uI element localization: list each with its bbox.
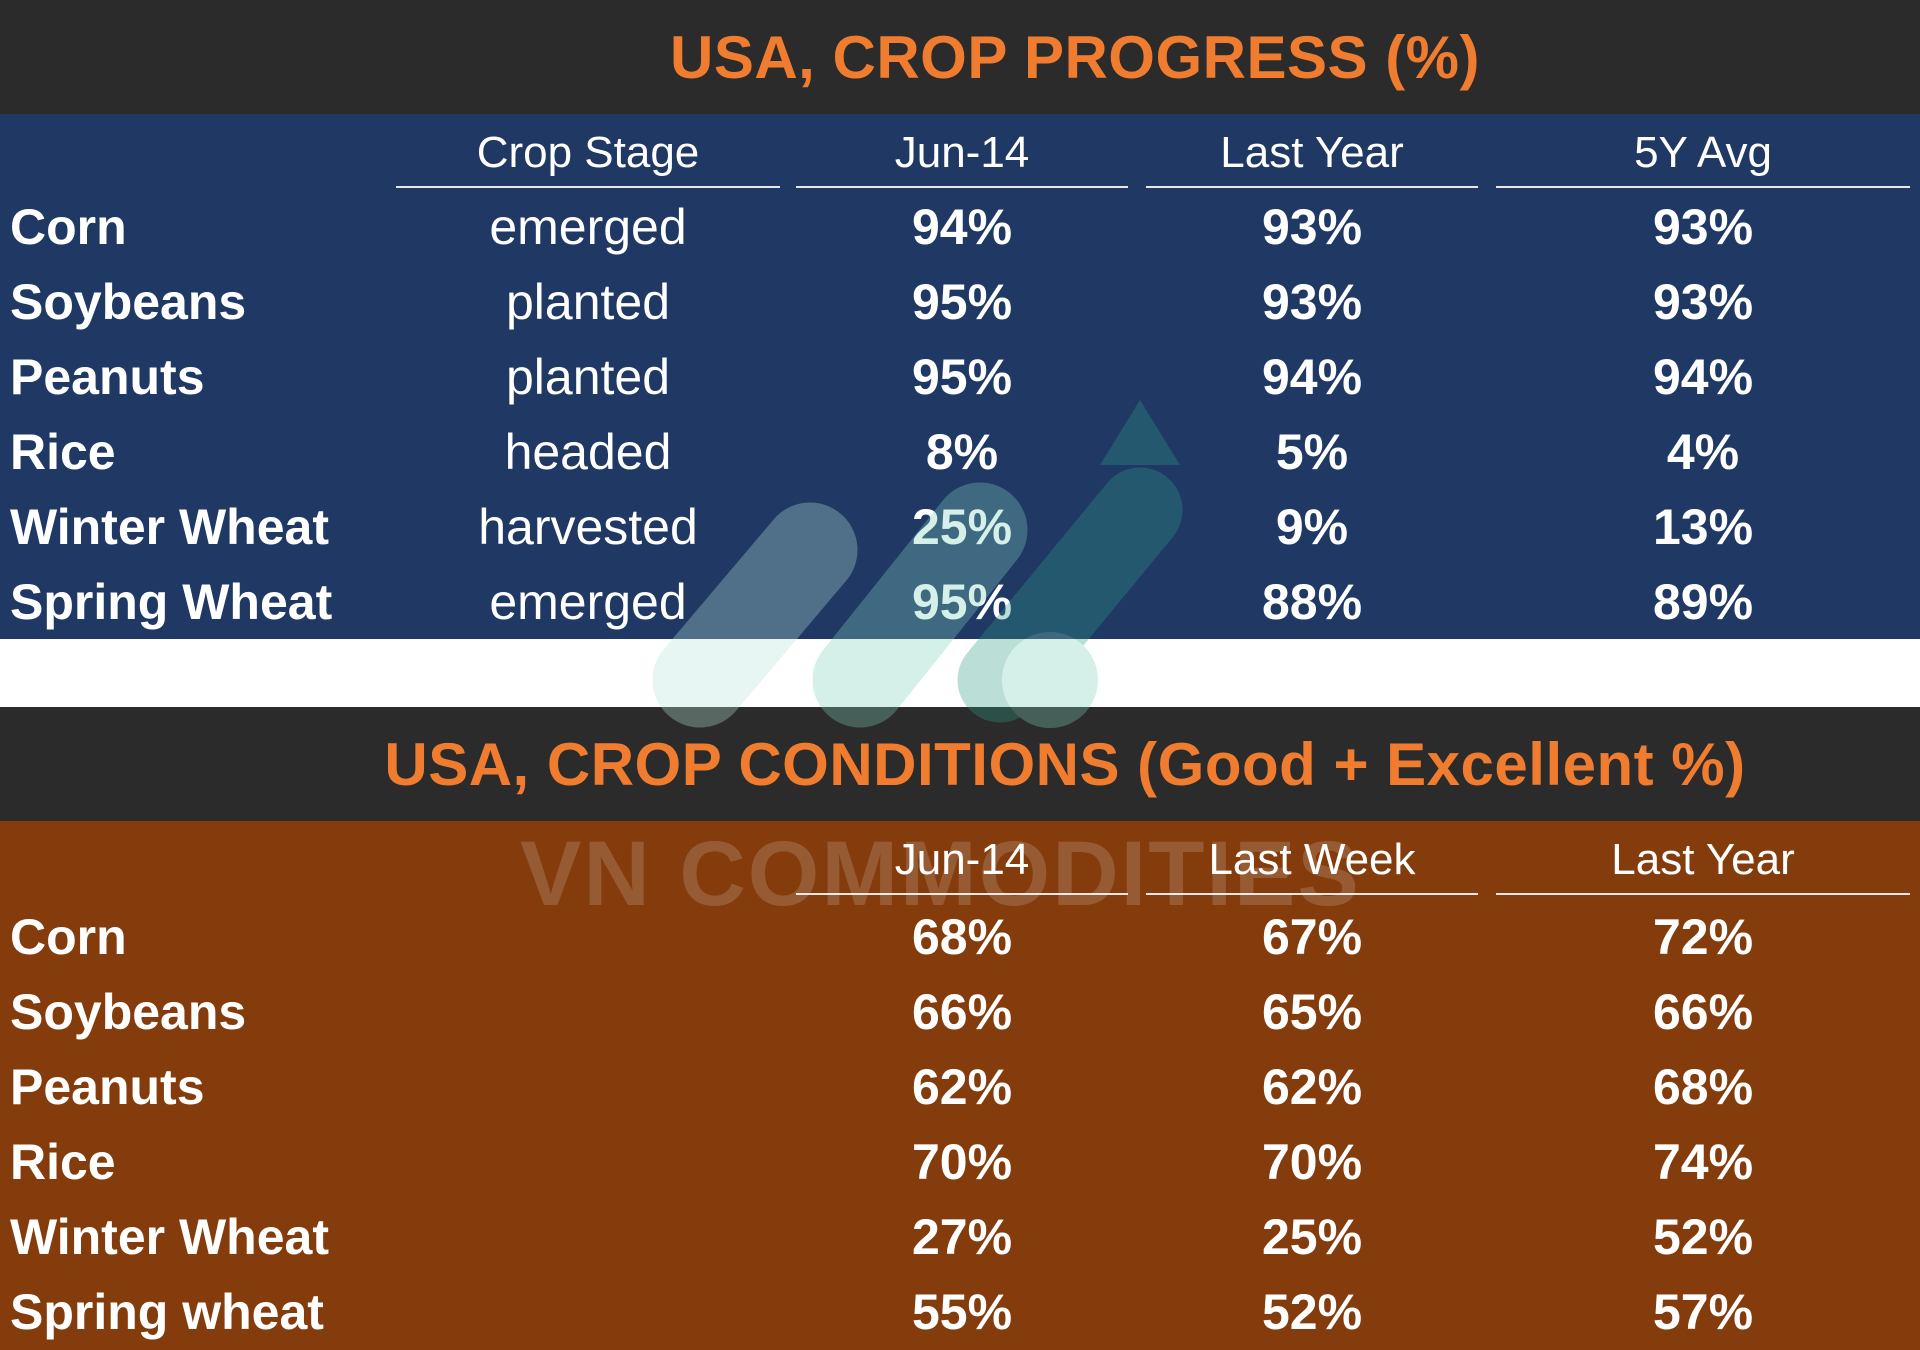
table-row: Peanuts planted 95% 94% 94% xyxy=(0,340,1920,415)
crop-stage: emerged xyxy=(489,574,687,630)
table-row: Corn 68% 67% 72% xyxy=(0,900,1920,975)
progress-last-year-value: 93% xyxy=(1261,199,1363,255)
progress-current-value: 95% xyxy=(911,574,1013,630)
conditions-last-year-value: 57% xyxy=(1652,1284,1754,1340)
crop-name: Spring wheat xyxy=(10,1284,324,1340)
crop-stage: harvested xyxy=(478,499,698,555)
crop-stage: emerged xyxy=(489,199,687,255)
conditions-last-week-value: 62% xyxy=(1261,1059,1363,1115)
conditions-current-value: 70% xyxy=(911,1134,1013,1190)
conditions-last-year-value: 52% xyxy=(1652,1209,1754,1265)
progress-header-5y-avg: 5Y Avg xyxy=(1496,128,1910,188)
progress-table-body: Crop Stage Jun-14 Last Year 5Y Avg Corn … xyxy=(0,114,1920,639)
progress-current-value: 95% xyxy=(911,274,1013,330)
table-row: Spring Wheat emerged 95% 88% 89% xyxy=(0,565,1920,640)
conditions-last-year-value: 74% xyxy=(1652,1134,1754,1190)
table-row: Spring wheat 55% 52% 57% xyxy=(0,1275,1920,1350)
progress-5y-avg-value: 13% xyxy=(1652,499,1754,555)
conditions-current-value: 62% xyxy=(911,1059,1013,1115)
table-row: Rice 70% 70% 74% xyxy=(0,1125,1920,1200)
conditions-last-week-value: 25% xyxy=(1261,1209,1363,1265)
progress-last-year-value: 9% xyxy=(1275,499,1349,555)
progress-last-year-value: 93% xyxy=(1261,274,1363,330)
crop-stage: planted xyxy=(505,274,671,330)
conditions-last-week-value: 52% xyxy=(1261,1284,1363,1340)
conditions-current-value: 55% xyxy=(911,1284,1013,1340)
crop-progress-table: USA, CROP PROGRESS (%) Crop Stage Jun-14… xyxy=(0,0,1920,639)
progress-5y-avg-value: 94% xyxy=(1652,349,1754,405)
progress-last-year-value: 5% xyxy=(1275,424,1349,480)
progress-5y-avg-value: 93% xyxy=(1652,274,1754,330)
crop-stage: headed xyxy=(504,424,672,480)
table-row: Soybeans planted 95% 93% 93% xyxy=(0,265,1920,340)
crop-name: Soybeans xyxy=(10,274,247,330)
progress-5y-avg-value: 93% xyxy=(1652,199,1754,255)
crop-name: Soybeans xyxy=(10,984,247,1040)
conditions-last-week-value: 65% xyxy=(1261,984,1363,1040)
crop-name: Peanuts xyxy=(10,1059,205,1115)
conditions-title: USA, CROP CONDITIONS (Good + Excellent %… xyxy=(384,730,1746,798)
conditions-header-current: Jun-14 xyxy=(796,835,1128,895)
conditions-title-bar: USA, CROP CONDITIONS (Good + Excellent %… xyxy=(0,707,1920,821)
conditions-header-last-week: Last Week xyxy=(1146,835,1478,895)
crop-name: Rice xyxy=(10,424,116,480)
progress-current-value: 95% xyxy=(911,349,1013,405)
progress-current-value: 94% xyxy=(911,199,1013,255)
table-row: Rice headed 8% 5% 4% xyxy=(0,415,1920,490)
table-row: Soybeans 66% 65% 66% xyxy=(0,975,1920,1050)
progress-current-value: 8% xyxy=(925,424,999,480)
progress-last-year-value: 88% xyxy=(1261,574,1363,630)
crop-name: Spring Wheat xyxy=(10,574,333,630)
table-row: Peanuts 62% 62% 68% xyxy=(0,1050,1920,1125)
crop-name: Corn xyxy=(10,909,127,965)
conditions-last-year-value: 72% xyxy=(1652,909,1754,965)
crop-name: Corn xyxy=(10,199,127,255)
progress-header-last-year: Last Year xyxy=(1146,128,1478,188)
conditions-last-week-value: 70% xyxy=(1261,1134,1363,1190)
crop-name: Peanuts xyxy=(10,349,205,405)
progress-5y-avg-value: 89% xyxy=(1652,574,1754,630)
progress-last-year-value: 94% xyxy=(1261,349,1363,405)
progress-header-current: Jun-14 xyxy=(796,128,1128,188)
conditions-last-week-value: 67% xyxy=(1261,909,1363,965)
crop-conditions-table: USA, CROP CONDITIONS (Good + Excellent %… xyxy=(0,707,1920,1350)
table-row: Winter Wheat harvested 25% 9% 13% xyxy=(0,490,1920,565)
conditions-last-year-value: 68% xyxy=(1652,1059,1754,1115)
progress-5y-avg-value: 4% xyxy=(1666,424,1740,480)
table-row: Winter Wheat 27% 25% 52% xyxy=(0,1200,1920,1275)
conditions-table-body: Jun-14 Last Week Last Year Corn 68% 67% … xyxy=(0,821,1920,1350)
conditions-current-value: 68% xyxy=(911,909,1013,965)
conditions-current-value: 27% xyxy=(911,1209,1013,1265)
crop-name: Rice xyxy=(10,1134,116,1190)
progress-title-bar: USA, CROP PROGRESS (%) xyxy=(0,0,1920,114)
progress-header-crop-stage: Crop Stage xyxy=(396,128,780,188)
progress-title: USA, CROP PROGRESS (%) xyxy=(669,23,1480,91)
progress-current-value: 25% xyxy=(911,499,1013,555)
crop-stage: planted xyxy=(505,349,671,405)
conditions-current-value: 66% xyxy=(911,984,1013,1040)
conditions-last-year-value: 66% xyxy=(1652,984,1754,1040)
crop-name: Winter Wheat xyxy=(10,1209,329,1265)
watermark-text: VN COMMODITIES xyxy=(520,823,1361,925)
conditions-header-last-year: Last Year xyxy=(1496,835,1910,895)
crop-name: Winter Wheat xyxy=(10,499,329,555)
table-row: Corn emerged 94% 93% 93% xyxy=(0,190,1920,265)
